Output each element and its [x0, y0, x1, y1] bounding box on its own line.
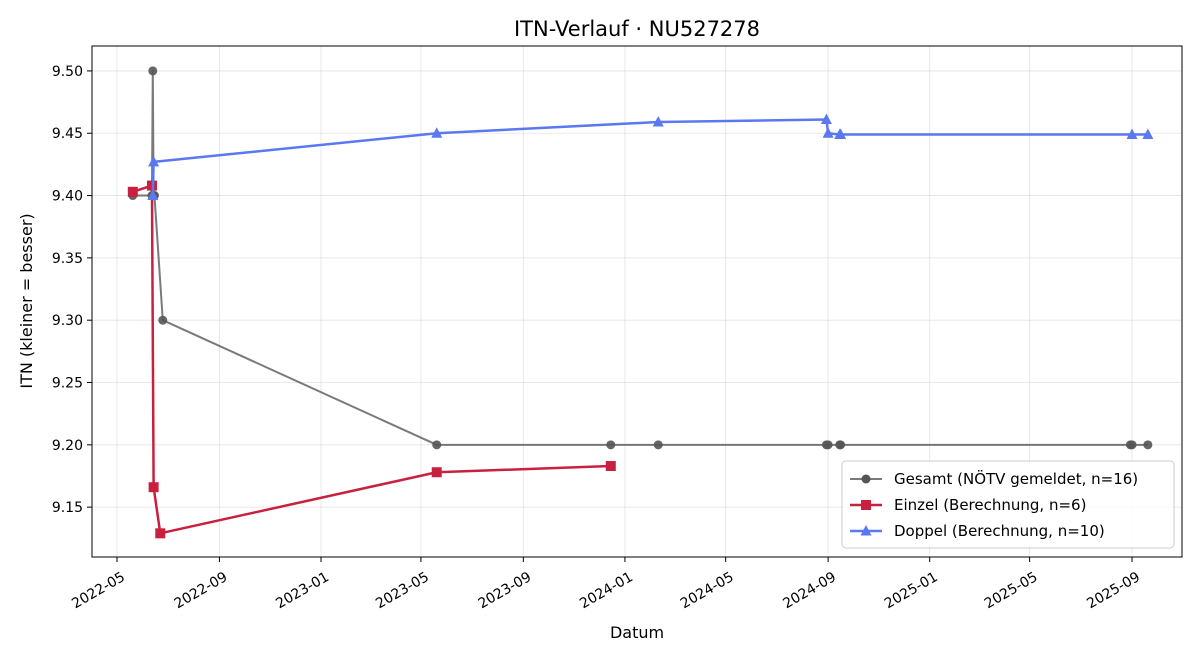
chart-title: ITN-Verlauf · NU527278 [514, 17, 760, 41]
data-point [605, 461, 616, 472]
y-tick-label: 9.35 [52, 251, 83, 267]
y-axis-ticks: 9.15 9.20 9.25 9.30 9.35 9.40 9.45 9.50 [52, 64, 92, 516]
series-layer [127, 66, 1154, 539]
legend-marker [861, 474, 871, 484]
series-line [151, 118, 1148, 196]
legend: Gesamt (NÖTV gemeldet, n=16) Einzel (Bere… [841, 460, 1175, 549]
series-3 [147, 113, 1154, 201]
legend-marker [860, 525, 872, 536]
x-tick-label: 2025-01 [882, 569, 941, 612]
legend-box [841, 460, 1175, 549]
x-tick-label: 2022-05 [69, 569, 128, 612]
series-line [132, 184, 611, 535]
data-point [431, 127, 443, 138]
y-tick-label: 9.40 [52, 189, 83, 205]
x-tick-label: 2024-09 [780, 569, 839, 612]
data-point [1127, 440, 1137, 450]
x-tick-label: 2023-05 [373, 569, 432, 612]
data-point [155, 528, 166, 539]
series-line [132, 69, 1148, 446]
x-tick-label: 2023-09 [476, 569, 535, 612]
x-tick-label: 2022-09 [172, 569, 231, 612]
y-tick-label: 9.25 [52, 376, 83, 392]
legend-label: Gesamt (NÖTV gemeldet, n=16) [894, 469, 1138, 488]
data-point [158, 315, 168, 325]
x-tick-label: 2023-01 [273, 569, 332, 612]
data-point [1126, 128, 1138, 139]
data-point [822, 127, 834, 138]
x-axis-ticks: 2022-05 2022-09 2023-01 2023-05 2023-09 2024-… [69, 557, 1143, 612]
data-point [835, 128, 847, 139]
legend-label: Einzel (Berechnung, n=6) [894, 496, 1086, 514]
x-tick-label: 2024-05 [678, 569, 737, 612]
x-tick-label: 2025-09 [1084, 569, 1143, 612]
data-point [823, 440, 833, 450]
data-point [836, 440, 846, 450]
x-tick-label: 2024-01 [577, 569, 636, 612]
y-tick-label: 9.50 [52, 64, 83, 80]
data-point [653, 440, 663, 450]
series-2 [127, 180, 616, 539]
y-tick-label: 9.20 [52, 438, 83, 454]
y-tick-label: 9.15 [52, 500, 83, 516]
legend-entry: Gesamt (NÖTV gemeldet, n=16) [850, 469, 1138, 488]
data-point [1143, 440, 1153, 450]
y-tick-label: 9.45 [52, 126, 83, 142]
data-point [820, 113, 832, 125]
data-point [148, 66, 158, 76]
data-point [148, 155, 160, 167]
x-axis-label: Datum [610, 623, 664, 642]
legend-entry: Doppel (Berechnung, n=10) [850, 522, 1105, 540]
data-point [127, 186, 138, 197]
legend-entry: Einzel (Berechnung, n=6) [850, 496, 1086, 514]
data-point [1142, 128, 1154, 139]
data-point [432, 440, 442, 450]
y-axis-label: ITN (kleiner = besser) [17, 213, 36, 388]
data-point [148, 482, 159, 493]
y-tick-label: 9.30 [52, 313, 83, 329]
plot-frame [91, 45, 1183, 558]
x-tick-label: 2025-05 [982, 569, 1041, 612]
legend-label: Doppel (Berechnung, n=10) [894, 522, 1105, 540]
data-point [606, 440, 616, 450]
data-point [652, 116, 664, 127]
legend-marker [861, 500, 871, 510]
data-point [147, 189, 159, 201]
data-point [431, 467, 442, 478]
